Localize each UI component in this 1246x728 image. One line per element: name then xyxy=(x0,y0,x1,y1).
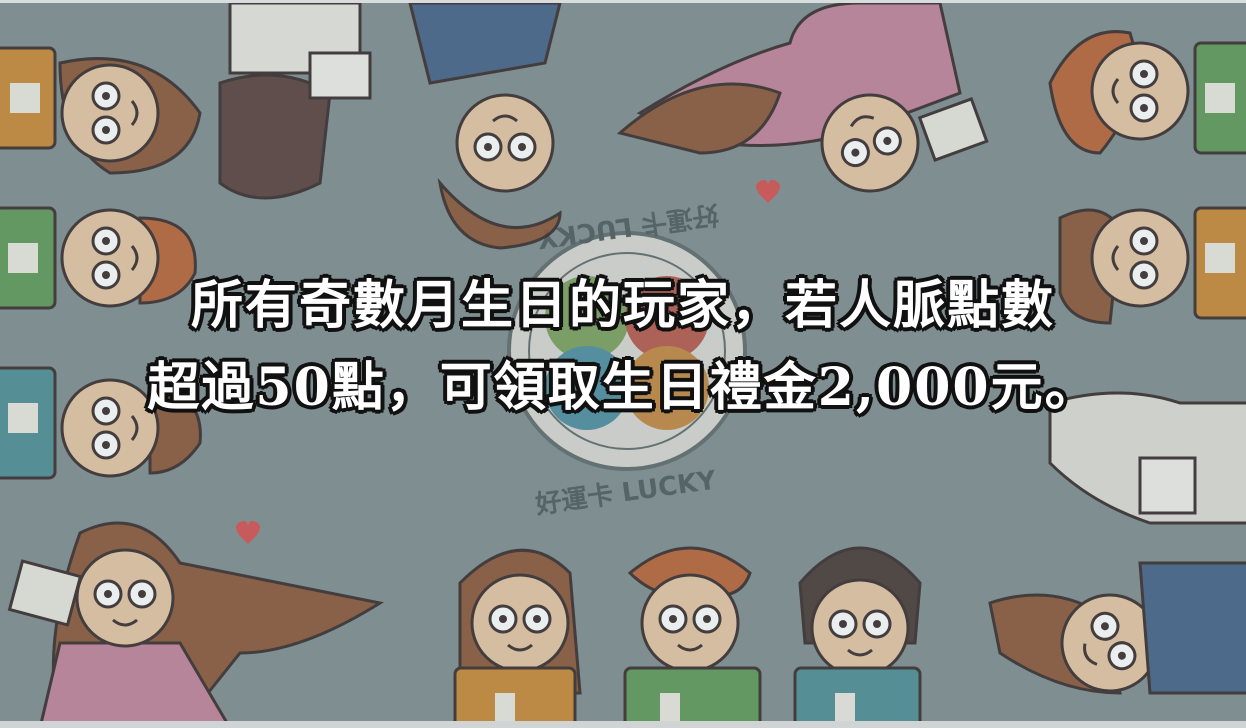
player-top-center-2 xyxy=(616,3,989,207)
player-right-middle xyxy=(1058,206,1246,325)
heart-icon xyxy=(236,520,260,544)
caption-line-1: 所有奇數月生日的玩家，若人脈點數 xyxy=(190,275,1055,336)
announcement-caption: 所有奇數月生日的玩家，若人脈點數 超過50點，可領取生日禮金2,000元。 xyxy=(0,265,1246,429)
player-left-middle xyxy=(0,206,197,310)
player-top-center-1 xyxy=(408,3,562,250)
player-top-left-1 xyxy=(0,46,202,175)
heart-icon xyxy=(756,179,780,203)
player-top-right xyxy=(1048,30,1246,155)
player-bottom-1 xyxy=(453,548,582,728)
player-right-lower xyxy=(1048,391,1246,525)
player-bottom-3 xyxy=(793,546,922,728)
player-bottom-right xyxy=(988,561,1246,711)
player-top-left-2 xyxy=(218,3,372,200)
caption-line-2: 超過50點，可領取生日禮金2,000元。 xyxy=(147,357,1099,418)
player-bottom-2 xyxy=(623,546,762,728)
player-left-lower xyxy=(0,366,202,480)
player-bottom-left xyxy=(7,521,384,728)
logo-text-bottom: 好運卡 LUCKY xyxy=(533,465,719,520)
